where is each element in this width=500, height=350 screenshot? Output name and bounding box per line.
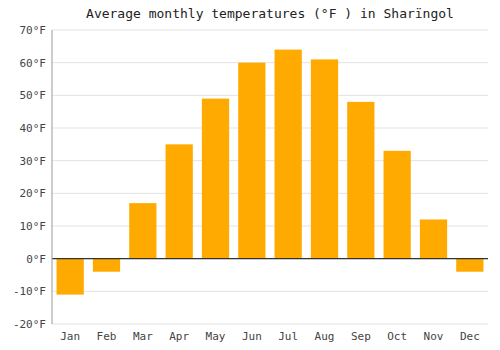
x-tick-label: Aug [315, 330, 335, 343]
bar [420, 219, 447, 258]
bar [166, 144, 193, 258]
y-tick-label: 70°F [20, 24, 47, 37]
y-tick-label: 50°F [20, 89, 47, 102]
bar [275, 50, 302, 259]
grid-line [52, 95, 488, 96]
bar [456, 259, 483, 272]
chart-container: Average monthly temperatures (°F ) in Sh… [0, 0, 500, 350]
zero-line [52, 258, 488, 259]
x-tick-label: Jul [278, 330, 298, 343]
y-tick-label: -20°F [13, 318, 46, 331]
y-tick-label: 0°F [26, 253, 46, 266]
y-tick-label: 20°F [20, 187, 47, 200]
y-tick-label: 30°F [20, 155, 47, 168]
x-tick-label: Jun [242, 330, 262, 343]
x-tick-label: Dec [460, 330, 480, 343]
grid-line [52, 30, 488, 31]
bar [129, 203, 156, 259]
grid-line [52, 291, 488, 292]
bar [238, 63, 265, 259]
grid-line [52, 324, 488, 325]
bar [311, 59, 338, 258]
bar [347, 102, 374, 259]
bar [93, 259, 120, 272]
grid [52, 30, 488, 324]
x-tick-label: Sep [351, 330, 371, 343]
x-tick-label: Feb [97, 330, 117, 343]
x-tick-label: Mar [133, 330, 153, 343]
y-tick-label: 40°F [20, 122, 47, 135]
grid-line [52, 62, 488, 63]
grid-line [52, 128, 488, 129]
title: Average monthly temperatures (°F ) in Sh… [86, 6, 454, 21]
grid-line [52, 193, 488, 194]
x-tick-label: Nov [424, 330, 444, 343]
y-tick-label: -10°F [13, 285, 46, 298]
y-axis-line [52, 30, 53, 324]
bar [202, 99, 229, 259]
y-tick-label: 60°F [20, 57, 47, 70]
bars [57, 50, 484, 295]
grid-line [52, 160, 488, 161]
x-tick-label: Oct [387, 330, 407, 343]
bar [384, 151, 411, 259]
chart: Average monthly temperatures (°F ) in Sh… [0, 0, 500, 350]
bar [57, 259, 84, 295]
x-tick-label: May [206, 330, 226, 343]
y-tick-label: 10°F [20, 220, 47, 233]
grid-line [52, 258, 488, 259]
x-tick-label: Apr [169, 330, 189, 343]
x-tick-label: Jan [60, 330, 80, 343]
